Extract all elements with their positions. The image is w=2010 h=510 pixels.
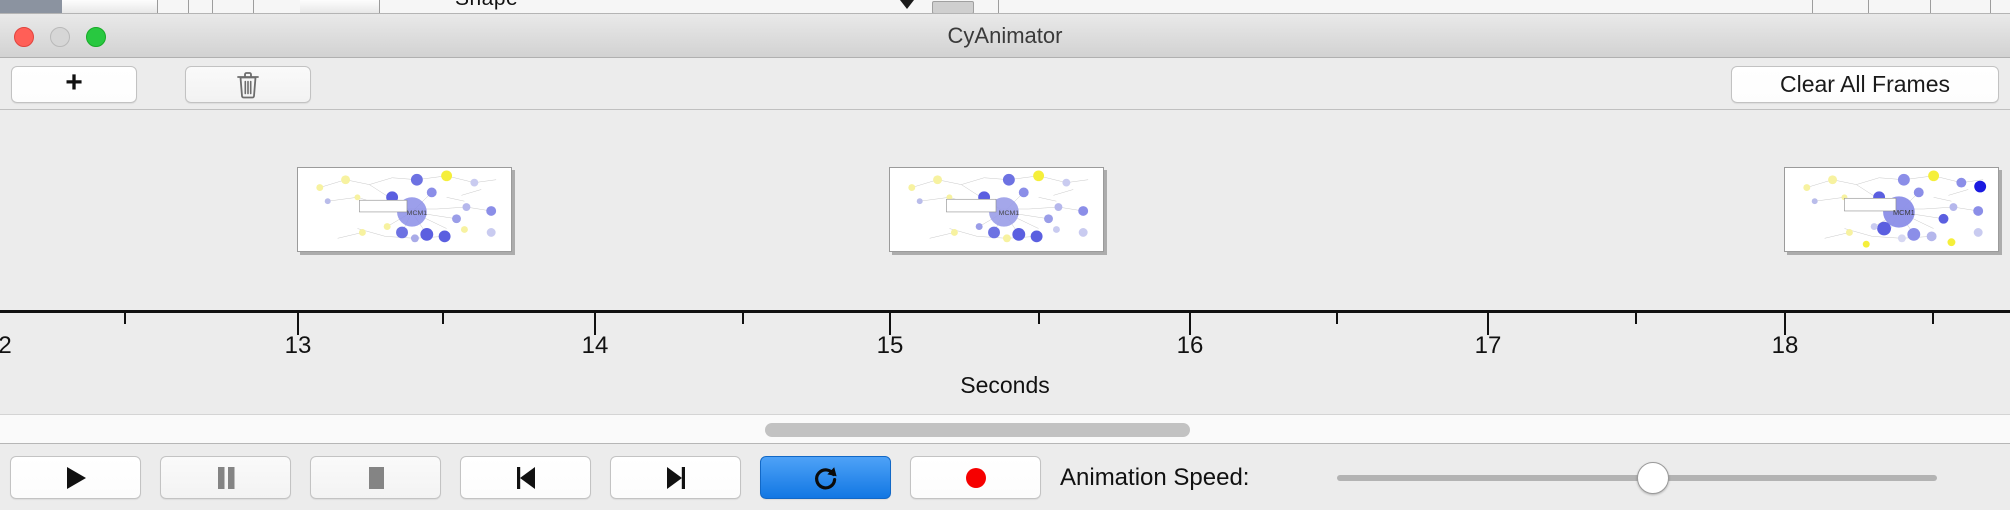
traffic-light-group [14,27,106,47]
axis-tick-minor [124,313,126,324]
slider-thumb[interactable] [1637,462,1669,494]
axis-tick-label: 18 [1771,332,1799,359]
loop-button[interactable] [760,456,891,499]
axis-tick-major [297,313,299,335]
axis-tick-minor [1336,313,1338,324]
timeline-scrollbar[interactable] [0,414,2010,444]
stop-button[interactable] [310,456,441,499]
toolbar: + Clear All Frames [0,58,2010,110]
background-divider [188,0,189,13]
animation-speed-slider[interactable] [1337,462,1937,494]
background-window-strip: Shape [0,0,2010,14]
axis-tick-minor [1038,313,1040,324]
animation-speed-label: Animation Speed: [1060,464,1250,491]
record-icon [965,467,986,488]
background-divider [212,0,213,13]
trash-icon [237,71,259,98]
axis-tick-label: 14 [581,332,609,359]
background-divider [1868,0,1869,13]
background-scroll-knob [932,1,974,13]
timeline-axis [0,310,2010,313]
timeline-frame-1[interactable]: MCM1 [297,167,512,252]
network-thumbnail: MCM1 [908,170,1089,243]
axis-tick-major [594,313,596,335]
background-window-sidebar [0,0,62,13]
axis-tick-minor [742,313,744,324]
previous-frame-button[interactable] [460,456,591,499]
clear-all-frames-button[interactable]: Clear All Frames [1731,66,1999,103]
plus-icon: + [65,66,83,99]
axis-tick-label: 16 [1176,332,1204,359]
window-title: CyAnimator [947,23,1063,48]
timeline-frame-3[interactable]: MCM1 [1784,167,1999,252]
stop-icon [368,466,384,489]
record-button[interactable] [910,456,1041,499]
scrollbar-thumb[interactable] [765,423,1190,437]
maximize-button[interactable] [86,27,106,47]
axis-tick-minor [1932,313,1934,324]
axis-tick-label: 15 [876,332,904,359]
add-frame-button[interactable]: + [11,66,137,103]
background-tab [62,0,158,13]
minimize-button[interactable] [50,27,70,47]
axis-tick-label: 17 [1474,332,1502,359]
background-divider [253,0,254,13]
play-button[interactable] [10,456,141,499]
pause-button[interactable] [160,456,291,499]
frame-node-label: MCM1 [999,210,1020,217]
delete-frame-button[interactable] [185,66,311,103]
background-divider [998,0,999,13]
background-tab [300,0,380,13]
frame-node-label: MCM1 [407,210,428,217]
close-button[interactable] [14,27,34,47]
play-icon [66,466,86,489]
axis-tick-major [1784,313,1786,335]
playback-controls: Animation Speed: [0,445,2010,510]
axis-title: Seconds [960,372,1050,398]
skip-previous-icon [516,466,535,489]
background-caret-icon [900,0,914,9]
axis-tick-minor [442,313,444,324]
background-divider [1990,0,1991,13]
clear-all-frames-label: Clear All Frames [1780,71,1950,97]
network-thumbnail: MCM1 [316,170,497,243]
next-frame-button[interactable] [610,456,741,499]
loop-icon [814,466,837,489]
axis-tick-major [1487,313,1489,335]
pause-icon [217,466,234,489]
axis-tick-label: 13 [284,332,312,359]
frame-node-label: MCM1 [1893,208,1915,217]
axis-tick-label: 2 [0,332,12,359]
skip-next-icon [666,466,685,489]
axis-tick-major [1189,313,1191,335]
timeline-panel[interactable]: MCM1 [0,110,2010,414]
background-divider [1812,0,1813,13]
background-divider [1930,0,1931,13]
axis-tick-major [889,313,891,335]
title-bar: CyAnimator [0,14,2010,58]
network-thumbnail: MCM1 [1803,170,1987,248]
timeline-frame-2[interactable]: MCM1 [889,167,1104,252]
background-window-title: Shape [455,0,518,11]
axis-tick-minor [1635,313,1637,324]
